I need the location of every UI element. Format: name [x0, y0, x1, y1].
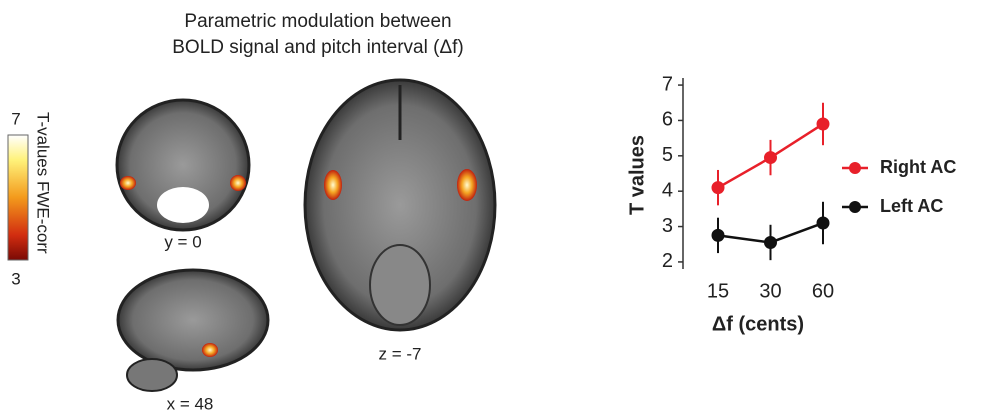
legend-label: Right AC — [880, 157, 956, 177]
y-tick-label: 2 — [662, 250, 673, 272]
point — [765, 236, 777, 248]
activation — [457, 169, 477, 201]
colorbar-label: T-values FWE-corr — [34, 112, 53, 254]
title-line: BOLD signal and pitch interval (Δf) — [172, 37, 464, 58]
activation — [230, 175, 246, 191]
brain-sagittal — [118, 270, 268, 370]
y-tick-label: 5 — [662, 144, 673, 166]
y-axis-label: T values — [626, 135, 648, 215]
legend-marker — [849, 201, 861, 213]
colorbar-tick: 3 — [11, 269, 20, 288]
activation — [324, 170, 342, 200]
x-axis-label: Δf (cents) — [712, 313, 804, 335]
activation — [202, 343, 218, 357]
figure: Parametric modulation between BOLD signa… — [0, 0, 1004, 416]
brain-detail — [127, 359, 177, 391]
legend-label: Left AC — [880, 196, 943, 216]
activation — [120, 176, 136, 190]
colorbar-tick: 7 — [11, 109, 20, 128]
y-tick-label: 4 — [662, 179, 673, 201]
point — [817, 118, 829, 130]
point — [712, 182, 724, 194]
point — [712, 229, 724, 241]
legend-marker — [849, 162, 861, 174]
brain-detail — [370, 245, 430, 325]
y-tick-label: 3 — [662, 215, 673, 237]
slice-label: x = 48 — [167, 394, 214, 413]
colorbar — [8, 135, 28, 260]
x-tick-label: 30 — [759, 280, 781, 302]
y-tick-label: 7 — [662, 73, 673, 95]
x-tick-label: 15 — [707, 280, 729, 302]
x-tick-label: 60 — [812, 280, 834, 302]
slice-label: z = -7 — [379, 344, 422, 363]
slice-label: y = 0 — [164, 232, 201, 251]
y-tick-label: 6 — [662, 109, 673, 131]
title-line: Parametric modulation between — [184, 11, 451, 32]
brain-detail — [157, 187, 209, 223]
point — [817, 217, 829, 229]
point — [765, 152, 777, 164]
